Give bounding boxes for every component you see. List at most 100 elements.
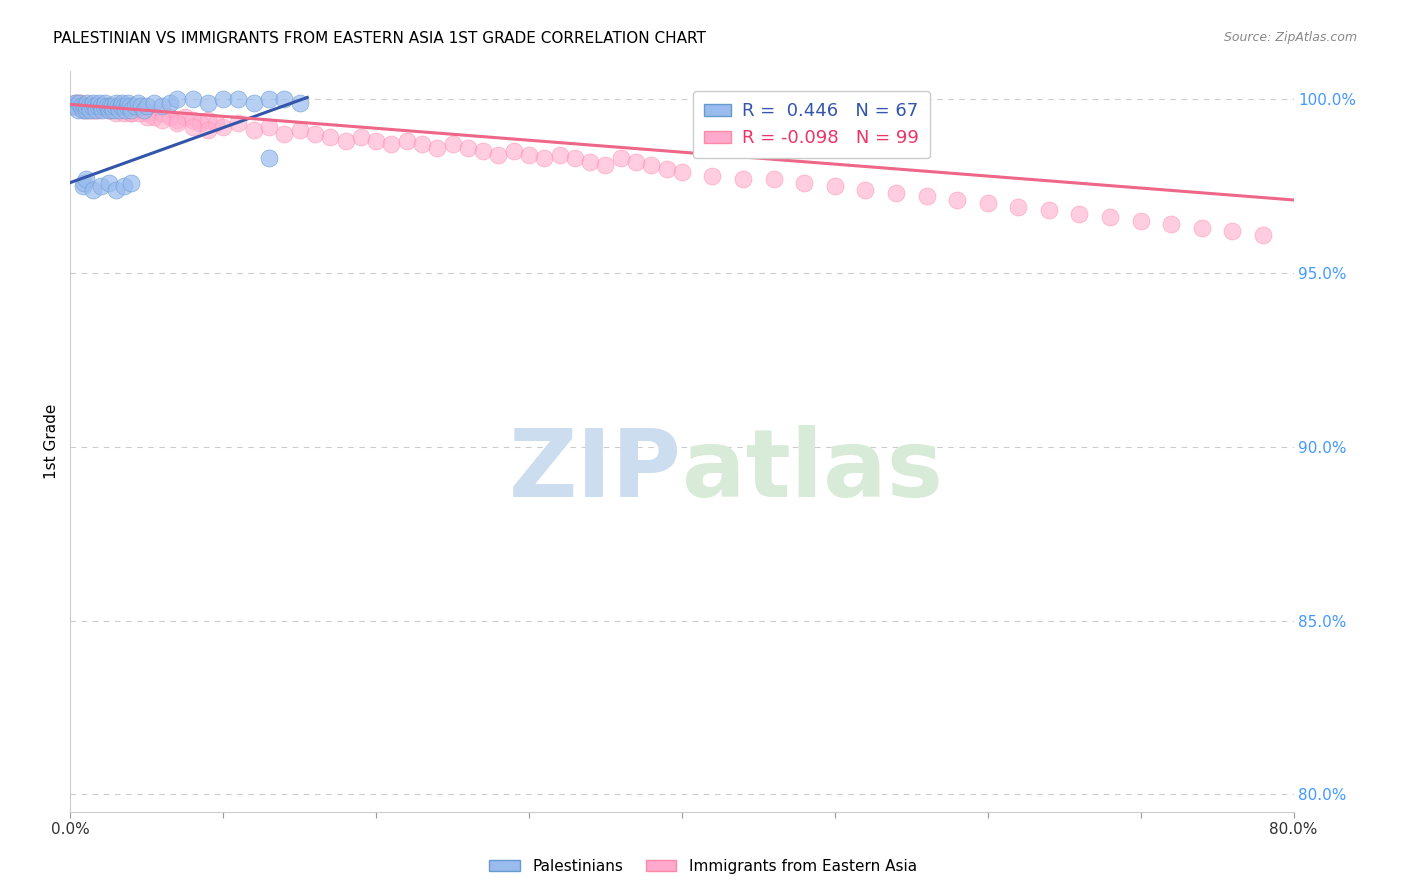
Point — [117, 95, 139, 110]
Point — [793, 176, 815, 190]
Point — [159, 110, 181, 124]
Point — [77, 99, 100, 113]
Point — [517, 148, 540, 162]
Point — [121, 103, 143, 117]
Point — [197, 113, 219, 128]
Point — [946, 193, 969, 207]
Point — [733, 172, 755, 186]
Point — [121, 176, 143, 190]
Point — [135, 106, 157, 120]
Point — [150, 113, 173, 128]
Point — [104, 99, 127, 113]
Point — [121, 106, 143, 120]
Point — [112, 99, 135, 113]
Point — [112, 179, 135, 194]
Point — [90, 99, 112, 113]
Point — [304, 127, 326, 141]
Point — [212, 120, 235, 134]
Point — [62, 99, 84, 113]
Point — [66, 99, 89, 113]
Point — [89, 95, 111, 110]
Point — [135, 110, 157, 124]
Point — [82, 182, 104, 196]
Point — [82, 103, 104, 117]
Point — [77, 99, 100, 113]
Point — [73, 176, 96, 190]
Point — [150, 106, 173, 120]
Point — [75, 99, 97, 113]
Point — [380, 137, 402, 152]
Point — [79, 103, 101, 117]
Point — [366, 134, 388, 148]
Point — [97, 176, 120, 190]
Point — [273, 92, 295, 106]
Point — [80, 99, 103, 113]
Point — [108, 103, 131, 117]
Point — [82, 103, 104, 117]
Point — [128, 106, 150, 120]
Point — [127, 95, 149, 110]
Point — [101, 103, 124, 117]
Point — [411, 137, 433, 152]
Point — [197, 95, 219, 110]
Point — [75, 172, 97, 186]
Point — [548, 148, 571, 162]
Point — [335, 134, 357, 148]
Point — [257, 120, 280, 134]
Point — [91, 103, 114, 117]
Point — [181, 120, 204, 134]
Point — [62, 99, 84, 113]
Point — [129, 99, 152, 113]
Point — [166, 116, 188, 130]
Point — [166, 92, 188, 106]
Point — [69, 99, 91, 113]
Point — [702, 169, 724, 183]
Point — [1038, 203, 1060, 218]
Point — [502, 145, 524, 159]
Point — [75, 99, 97, 113]
Point — [69, 95, 91, 110]
Point — [188, 116, 211, 130]
Point — [72, 103, 94, 117]
Point — [579, 154, 602, 169]
Point — [610, 151, 633, 165]
Text: ZIP: ZIP — [509, 425, 682, 517]
Point — [243, 95, 266, 110]
Point — [228, 92, 250, 106]
Point — [915, 189, 938, 203]
Point — [855, 182, 877, 196]
Point — [97, 103, 120, 117]
Text: Source: ZipAtlas.com: Source: ZipAtlas.com — [1223, 31, 1357, 45]
Point — [87, 99, 110, 113]
Point — [1220, 224, 1243, 238]
Point — [84, 103, 107, 117]
Text: PALESTINIAN VS IMMIGRANTS FROM EASTERN ASIA 1ST GRADE CORRELATION CHART: PALESTINIAN VS IMMIGRANTS FROM EASTERN A… — [53, 31, 706, 46]
Point — [83, 99, 105, 113]
Point — [121, 106, 143, 120]
Point — [288, 95, 311, 110]
Point — [105, 106, 128, 120]
Point — [441, 137, 464, 152]
Point — [93, 99, 115, 113]
Point — [976, 196, 998, 211]
Point — [63, 95, 86, 110]
Point — [72, 99, 94, 113]
Point — [204, 116, 226, 130]
Point — [257, 151, 280, 165]
Point — [97, 103, 120, 117]
Point — [82, 95, 104, 110]
Point — [70, 99, 93, 113]
Point — [118, 99, 141, 113]
Point — [1007, 200, 1029, 214]
Point — [75, 99, 97, 113]
Point — [98, 99, 121, 113]
Legend: R =  0.446   N = 67, R = -0.098   N = 99: R = 0.446 N = 67, R = -0.098 N = 99 — [693, 92, 929, 158]
Point — [671, 165, 693, 179]
Point — [150, 99, 173, 113]
Point — [83, 99, 105, 113]
Point — [197, 123, 219, 137]
Point — [181, 113, 204, 128]
Point — [115, 99, 138, 113]
Point — [97, 103, 120, 117]
Point — [114, 103, 136, 117]
